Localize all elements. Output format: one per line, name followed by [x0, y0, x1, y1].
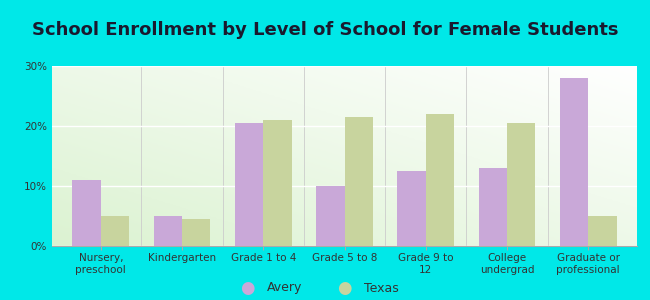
Bar: [182, 219, 211, 246]
Bar: [507, 123, 536, 246]
Bar: [344, 117, 373, 246]
Bar: [478, 168, 507, 246]
Bar: [426, 114, 454, 246]
Bar: [263, 120, 292, 246]
Text: School Enrollment by Level of School for Female Students: School Enrollment by Level of School for…: [32, 21, 618, 39]
Bar: [316, 186, 344, 246]
Text: Avery: Avery: [266, 281, 302, 295]
Bar: [560, 78, 588, 246]
Bar: [235, 123, 263, 246]
Bar: [397, 171, 426, 246]
Bar: [153, 216, 182, 246]
Bar: [72, 180, 101, 246]
Text: Texas: Texas: [364, 281, 398, 295]
Text: ●: ●: [240, 279, 254, 297]
Bar: [588, 216, 617, 246]
Bar: [101, 216, 129, 246]
Text: ●: ●: [337, 279, 352, 297]
